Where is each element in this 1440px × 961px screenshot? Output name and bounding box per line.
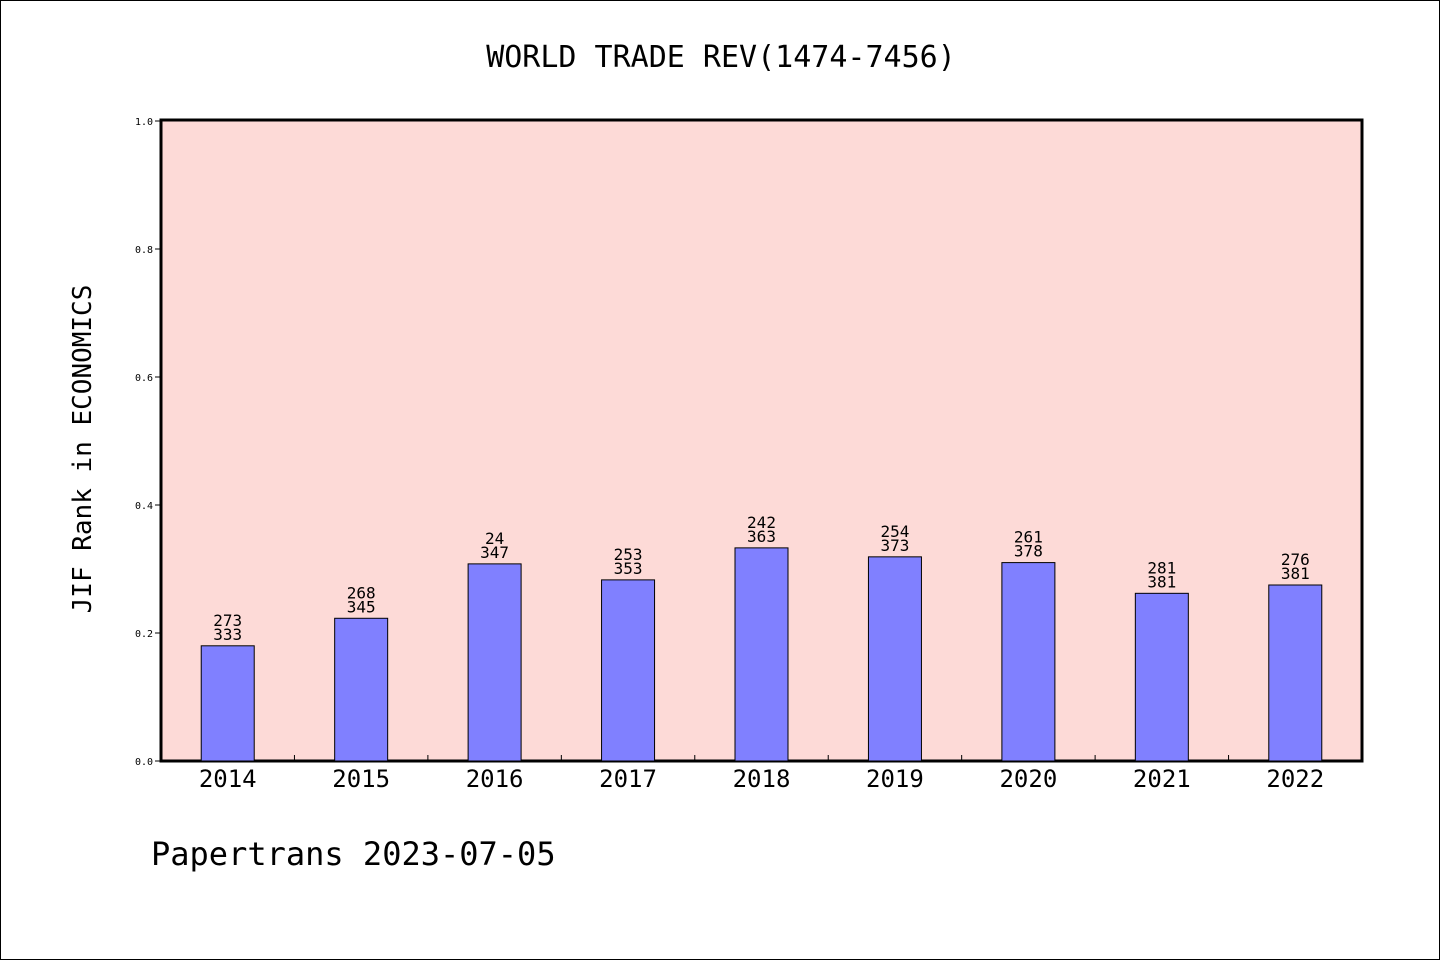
footer-text: Papertrans 2023-07-05: [151, 835, 556, 873]
bar-2014: [200, 645, 255, 762]
x-tick-label: 2021: [1133, 765, 1191, 793]
rank-label: 276: [1281, 550, 1310, 569]
x-axis: 2014 2015 2016 2017 2018 2019 2020 2021 2022: [199, 755, 1324, 793]
rank-label: 242: [747, 513, 776, 532]
rank-label: 273: [213, 611, 242, 630]
bar-2021: [1134, 592, 1189, 762]
x-tick-label: 2019: [866, 765, 924, 793]
total-label: 333: [213, 625, 242, 644]
total-label: 373: [880, 536, 909, 555]
x-tick-label: 2016: [466, 765, 524, 793]
rank-label: 261: [1014, 528, 1043, 547]
bar-2016: [467, 563, 522, 762]
total-label: 381: [1147, 572, 1176, 591]
total-label: 347: [480, 543, 509, 562]
total-label: 381: [1281, 564, 1310, 583]
y-tick-label: 0.8: [135, 245, 153, 256]
y-axis: 0.0 0.2 0.4 0.6 0.8 1.0: [135, 117, 161, 768]
y-tick-label: 0.0: [135, 757, 153, 768]
total-label: 353: [614, 559, 643, 578]
bar-2015: [334, 617, 389, 762]
x-tick-label: 2014: [199, 765, 257, 793]
rank-label: 268: [347, 583, 376, 602]
x-tick-label: 2020: [999, 765, 1057, 793]
rank-label: 254: [880, 522, 909, 541]
bar-2022: [1268, 584, 1323, 762]
y-tick-label: 1.0: [135, 117, 153, 128]
rank-label: 24: [485, 529, 504, 548]
bar-2018: [734, 547, 789, 762]
x-tick-label: 2022: [1266, 765, 1324, 793]
bar-2017: [601, 579, 656, 762]
total-label: 378: [1014, 542, 1043, 561]
y-tick-label: 0.6: [135, 373, 153, 384]
chart-title: WORLD TRADE REV(1474-7456): [486, 40, 956, 75]
y-axis-label: JIF Rank in ECONOMICS: [68, 285, 98, 614]
total-label: 363: [747, 527, 776, 546]
x-tick-label: 2017: [599, 765, 657, 793]
total-label: 345: [347, 597, 376, 616]
x-tick-label: 2015: [332, 765, 390, 793]
x-tick-label: 2018: [733, 765, 791, 793]
rank-label: 253: [614, 545, 643, 564]
bar-2020: [1001, 562, 1056, 762]
y-tick-label: 0.4: [135, 501, 153, 512]
y-tick-label: 0.2: [135, 629, 153, 640]
rank-label: 281: [1147, 558, 1176, 577]
bar-2019: [867, 556, 922, 762]
bars: [200, 547, 1323, 762]
